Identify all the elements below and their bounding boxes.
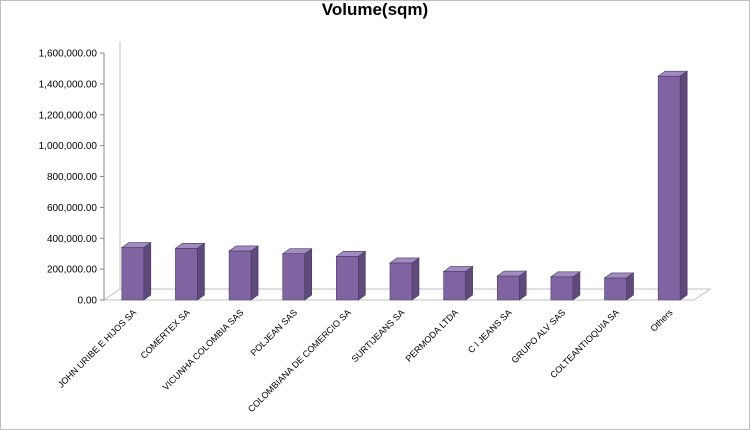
- bar-side: [411, 257, 420, 301]
- x-tick-label: C I JEANS SA: [466, 307, 514, 355]
- bar-side: [304, 248, 313, 301]
- x-axis-ticks: JOHN URIBE E HIJOS SA COMERTEX SAVICUNHA …: [56, 307, 675, 414]
- bar-front: [175, 247, 198, 301]
- y-tick-label: 800,000.00: [47, 172, 97, 183]
- bar-side: [197, 242, 205, 301]
- x-tick-label: PERMODA LTDA: [404, 307, 460, 363]
- bar-front: [657, 75, 681, 301]
- bar: [120, 241, 152, 301]
- bar-front: [443, 271, 466, 301]
- bar: [174, 242, 206, 301]
- bar-front: [121, 247, 145, 301]
- bar-side: [250, 245, 259, 301]
- bar-top: [120, 242, 152, 248]
- x-tick-label: Others: [648, 307, 675, 334]
- bar-top: [657, 70, 689, 77]
- x-tick-label: SURTIJEANS SA: [350, 307, 407, 364]
- bar: [389, 257, 420, 301]
- bar-front: [496, 275, 520, 301]
- bar: [335, 250, 367, 301]
- bar-front: [336, 256, 359, 301]
- bar-top: [281, 248, 313, 254]
- bar-top: [389, 257, 420, 264]
- bar-side: [679, 70, 688, 301]
- y-tick-label: 0.00: [78, 296, 98, 307]
- bar-side: [465, 265, 473, 301]
- bar: [549, 271, 581, 301]
- bar-top: [335, 251, 367, 257]
- bars: [120, 70, 689, 301]
- y-axis-ticks: 0.00 200,000.00 400,000.00 600,000.00 800,00…: [39, 49, 104, 307]
- x-tick-label: JOHN URIBE E HIJOS SA: [56, 307, 138, 389]
- y-tick-label: 400,000.00: [47, 234, 97, 245]
- bar: [603, 272, 635, 301]
- bar-front: [604, 277, 627, 301]
- x-tick-label: COMERTEX SA: [139, 307, 192, 360]
- bar-top: [603, 272, 635, 279]
- bar-front: [282, 253, 306, 301]
- bar: [281, 248, 313, 301]
- y-tick-label: 1,000,000.00: [39, 141, 98, 152]
- bar-front: [389, 262, 413, 301]
- bar: [496, 270, 528, 301]
- y-tick-label: 1,400,000.00: [39, 79, 98, 90]
- bar-top: [174, 242, 206, 249]
- bar: [442, 265, 474, 301]
- bar-front: [550, 276, 574, 301]
- bar-side: [143, 241, 152, 301]
- bar-top: [228, 245, 260, 252]
- bar-top: [442, 266, 474, 272]
- y-tick-label: 1,200,000.00: [39, 110, 98, 121]
- y-tick-label: 1,600,000.00: [39, 49, 98, 60]
- x-tick-label: POLJEAN SAS: [249, 307, 300, 358]
- y-tick-label: 200,000.00: [47, 265, 97, 276]
- bar-top: [549, 271, 581, 278]
- bar-front: [228, 250, 252, 301]
- x-tick-label: GRUPO ALV SAS: [509, 307, 567, 365]
- bar-side: [358, 250, 366, 301]
- x-tick-label: COLOMBIANA DE COMERCIO SA: [246, 307, 353, 414]
- y-tick-label: 600,000.00: [47, 203, 97, 214]
- bar: [228, 245, 260, 301]
- bar: [657, 70, 689, 301]
- bar-top: [496, 270, 528, 277]
- chart-title: Volume(sqm): [322, 1, 428, 19]
